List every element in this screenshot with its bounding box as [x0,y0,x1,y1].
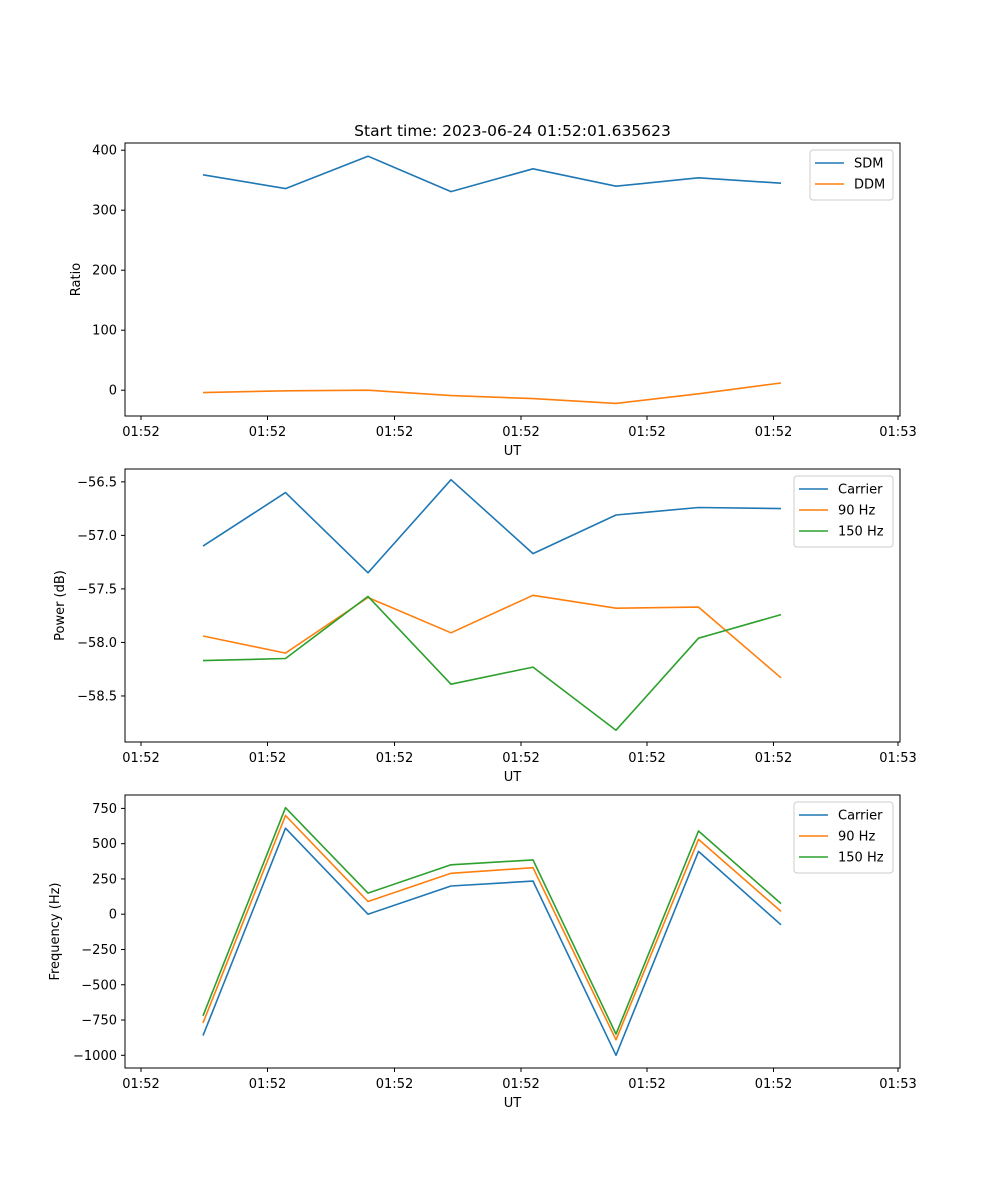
y-tick-label: 250 [92,872,117,887]
y-tick-label: −750 [81,1014,117,1029]
y-tick-label: 750 [92,802,117,817]
legend: Carrier 90 Hz 150 Hz [793,801,894,874]
legend: SDM DDM [809,149,894,201]
y-tick-label: 200 [92,264,117,279]
axes-frame [124,468,901,743]
x-tick-label: 01:52 [122,1077,159,1092]
x-axis-label: UT [504,1096,522,1111]
series-line-90-hz [202,814,782,1041]
x-tick-label: 01:52 [376,425,413,440]
series-line-ddm [202,382,782,405]
series-line-sdm [202,155,782,193]
x-tick-label: 01:52 [122,425,159,440]
x-tick-label: 01:52 [628,425,665,440]
x-tick-label: 01:52 [628,751,665,766]
y-axis-label: Ratio [69,263,84,296]
x-tick-label: 01:52 [502,1077,539,1092]
y-tick-label: 0 [109,384,117,399]
x-tick-label: 01:52 [755,1077,792,1092]
x-tick-label: 01:52 [249,425,286,440]
legend-entry: Carrier [838,483,883,498]
x-axis-label: UT [504,770,522,785]
y-tick-label: −58.5 [77,689,117,704]
y-tick-label: 100 [92,324,117,339]
legend-entry: 150 Hz [838,525,884,540]
x-tick-label: 01:53 [879,751,916,766]
y-tick-label: 400 [92,144,117,159]
y-tick-label: −57.0 [77,529,117,544]
series-line-90-hz [202,594,782,679]
axes-frame [124,794,901,1069]
chart-panel-3: 01:52 01:52 01:52 01:52 01:52 01:52 01:53 −1000… [48,794,917,1111]
y-tick-label: −58.0 [77,636,117,651]
x-tick-label: 01:52 [249,1077,286,1092]
legend-entry: 90 Hz [838,504,875,519]
x-tick-label: 01:52 [249,751,286,766]
legend-entry: 150 Hz [838,851,884,866]
y-tick-label: −250 [81,943,117,958]
chart-panel-2: 01:52 01:52 01:52 01:52 01:52 01:52 01:53 −58.5… [53,468,917,785]
series-line-150-hz [202,806,782,1035]
x-tick-label: 01:52 [755,751,792,766]
y-axis-label: Power (dB) [53,570,68,641]
legend-entry: DDM [854,178,885,193]
y-tick-label: 300 [92,204,117,219]
series-line-150-hz [202,595,782,732]
y-tick-label: 0 [109,908,117,923]
legend-entry: Carrier [838,809,883,824]
x-tick-label: 01:53 [879,425,916,440]
chart-panel-1: 01:52 01:52 01:52 01:52 01:52 01:52 01:53 0 100 2… [69,142,917,459]
x-tick-label: 01:52 [628,1077,665,1092]
legend-entry: SDM [854,157,883,172]
x-tick-label: 01:52 [376,1077,413,1092]
legend-entry: 90 Hz [838,830,875,845]
x-axis-label: UT [504,444,522,459]
y-tick-label: −57.5 [77,582,117,597]
series-line-carrier [202,478,782,574]
y-axis-label: Frequency (Hz) [48,882,63,980]
x-tick-label: 01:52 [502,751,539,766]
legend: Carrier 90 Hz 150 Hz [793,475,894,548]
y-tick-label: 500 [92,837,117,852]
legend-box [793,801,894,874]
chart-title: Start time: 2023-06-24 01:52:01.635623 [354,122,671,140]
x-tick-label: 01:53 [879,1077,916,1092]
x-tick-label: 01:52 [502,425,539,440]
y-tick-label: −56.5 [77,475,117,490]
y-tick-label: −500 [81,978,117,993]
y-tick-label: −1000 [73,1049,117,1064]
x-tick-label: 01:52 [122,751,159,766]
x-tick-label: 01:52 [755,425,792,440]
legend-box [793,475,894,548]
x-tick-label: 01:52 [376,751,413,766]
axes-frame [124,142,901,417]
series-line-carrier [202,827,782,1057]
